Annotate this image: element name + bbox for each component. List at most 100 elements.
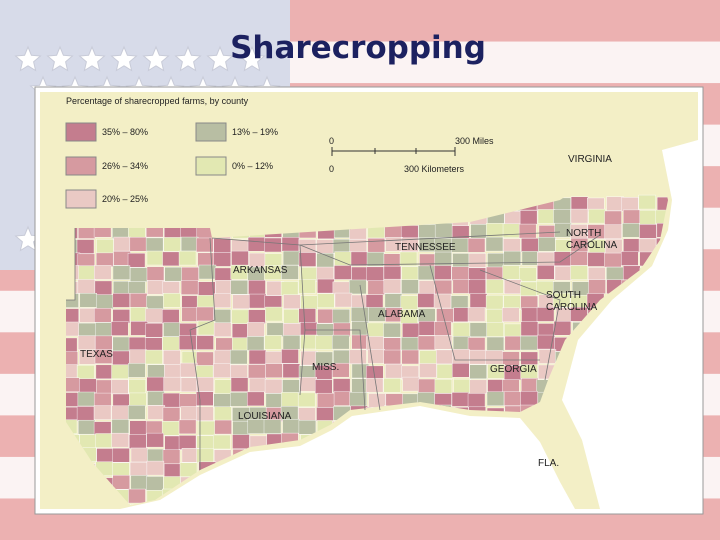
county-cell <box>385 363 403 379</box>
county-cell <box>402 376 420 392</box>
county-cell <box>265 351 283 366</box>
county-cell <box>230 377 249 392</box>
county-cell <box>96 448 114 463</box>
county-cell <box>213 293 231 308</box>
county-cell <box>298 308 316 323</box>
county-cell <box>486 308 504 324</box>
county-cell <box>77 335 96 350</box>
county-cell <box>163 322 181 337</box>
county-cell <box>486 322 504 337</box>
county-cell <box>298 279 316 294</box>
legend-swatch <box>195 156 227 176</box>
state-label: GEORGIA <box>490 364 537 375</box>
state-label: LOUISIANA <box>238 411 292 422</box>
county-cell <box>606 266 624 282</box>
county-cell <box>196 448 214 464</box>
county-cell <box>249 293 267 309</box>
county-cell <box>317 293 335 308</box>
county-cell <box>181 266 199 282</box>
state-label: MISS. <box>312 362 339 373</box>
county-cell <box>503 295 521 310</box>
county-cell <box>129 349 148 364</box>
county-cell <box>402 323 420 338</box>
county-cell <box>553 251 572 266</box>
county-cell <box>520 378 539 393</box>
county-cell <box>78 419 96 435</box>
legend-label: 20% – 25% <box>102 194 148 204</box>
county-cell <box>400 295 418 310</box>
county-cell <box>213 322 232 337</box>
county-cell <box>77 391 96 407</box>
legend-swatch <box>65 122 97 142</box>
county-cell <box>196 435 214 450</box>
county-cell <box>95 252 114 268</box>
county-cell <box>314 364 333 380</box>
state-label: VIRGINIA <box>568 154 612 165</box>
county-cell <box>178 419 197 435</box>
county-cell <box>383 337 401 352</box>
county-cell <box>317 392 335 408</box>
county-cell <box>606 196 624 211</box>
county-cell <box>213 309 232 324</box>
county-cell <box>111 321 129 336</box>
county-cell <box>487 253 505 268</box>
county-cell <box>180 406 198 421</box>
county-cell <box>317 308 335 324</box>
county-cell <box>196 391 214 406</box>
county-cell <box>417 335 436 351</box>
county-cell <box>469 322 488 337</box>
county-cell <box>77 279 96 294</box>
county-cell <box>248 309 266 324</box>
county-cell <box>468 279 486 295</box>
county-cell <box>486 391 505 406</box>
county-cell <box>521 307 539 323</box>
county-cell <box>95 364 114 380</box>
county-cell <box>112 462 130 478</box>
county-cell <box>213 238 231 253</box>
county-cell <box>198 264 217 280</box>
county-cell <box>468 253 487 268</box>
county-cell <box>418 280 437 295</box>
state-label: CAROLINA <box>566 240 617 251</box>
county-cell <box>365 294 384 309</box>
county-cell <box>231 309 249 325</box>
county-cell <box>266 322 285 338</box>
county-cell <box>180 236 199 252</box>
county-cell <box>112 265 131 280</box>
county-cell <box>436 349 454 365</box>
county-cell <box>112 293 131 308</box>
flag-star <box>142 45 170 72</box>
county-cell <box>197 252 215 268</box>
county-cell <box>79 434 97 449</box>
county-cell <box>331 334 350 350</box>
county-cell <box>163 463 182 479</box>
county-cell <box>366 251 385 267</box>
county-cell <box>145 308 163 323</box>
state-label: SOUTH <box>546 290 581 301</box>
county-cell <box>349 349 367 365</box>
county-cell <box>401 336 419 352</box>
county-cell <box>112 447 130 463</box>
county-cell <box>297 392 316 408</box>
county-cell <box>232 337 250 352</box>
county-cell <box>95 335 113 351</box>
county-cell <box>76 406 95 421</box>
county-cell <box>451 266 470 281</box>
county-cell <box>93 405 112 420</box>
county-cell <box>112 350 130 366</box>
county-cell <box>520 391 538 406</box>
county-cell <box>265 393 284 408</box>
county-cell <box>263 419 282 434</box>
county-cell <box>333 391 352 406</box>
county-cell <box>130 321 148 336</box>
county-cell <box>146 250 165 266</box>
county-cell <box>333 265 352 280</box>
county-cell <box>282 379 300 394</box>
county-cell <box>383 278 402 294</box>
county-cell <box>485 294 504 310</box>
county-cell <box>502 265 520 280</box>
county-cell <box>553 320 572 336</box>
county-cell <box>79 293 98 308</box>
county-cell <box>129 293 148 308</box>
county-cell <box>486 279 504 294</box>
